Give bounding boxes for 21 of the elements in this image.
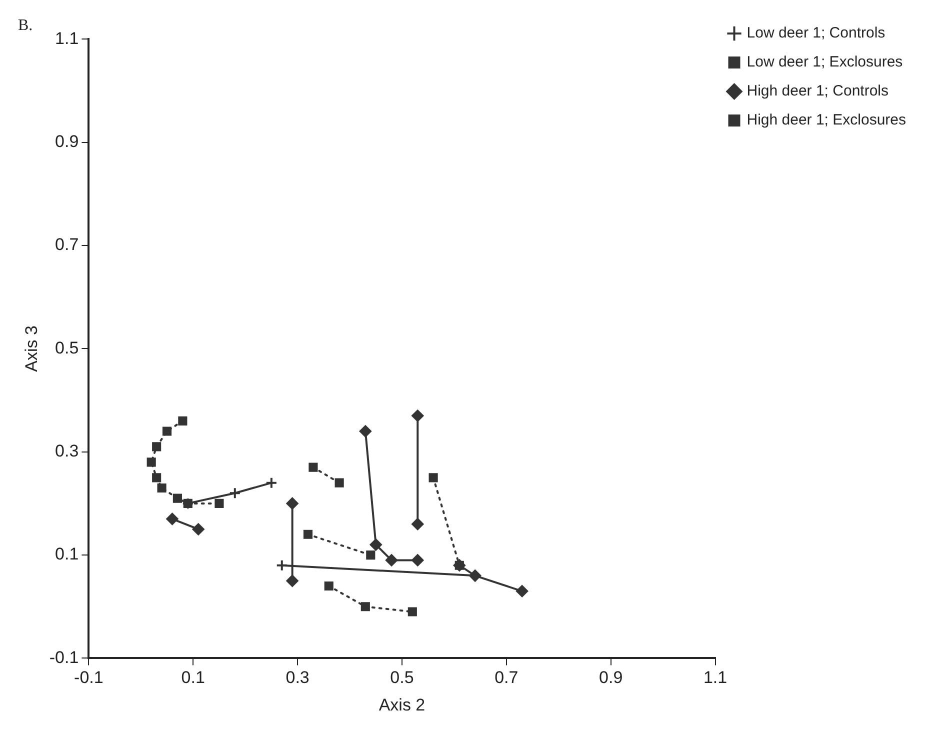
x-tick-label: 0.1 — [181, 668, 205, 688]
y-tick-label: 0.9 — [55, 132, 79, 152]
x-tick-label: -0.1 — [74, 668, 104, 688]
x-tick-label: 0.9 — [599, 668, 623, 688]
x-tick-label: 0.7 — [494, 668, 518, 688]
x-tick-label: 1.1 — [703, 668, 728, 688]
chart-title: B. — [18, 16, 33, 34]
legend-label: High deer 1; Controls — [746, 82, 889, 100]
y-tick-label: -0.1 — [49, 648, 79, 667]
x-axis-title: Axis 2 — [378, 695, 426, 714]
x-tick-label: 0.5 — [390, 668, 414, 688]
y-tick-label: 0.1 — [55, 544, 79, 564]
x-tick-label: 0.3 — [286, 668, 310, 688]
legend-label: Low deer 1; Exclosures — [746, 54, 903, 71]
legend-label: Low deer 1; Controls — [746, 24, 886, 42]
legend-label: High deer 1; Exclosures — [746, 112, 906, 129]
y-tick-label: 0.5 — [55, 338, 79, 358]
y-tick-label: 0.7 — [55, 235, 79, 254]
y-tick-label: 1.1 — [55, 28, 79, 48]
y-axis-title: Axis 3 — [22, 326, 41, 372]
y-tick-label: 0.3 — [55, 442, 79, 461]
